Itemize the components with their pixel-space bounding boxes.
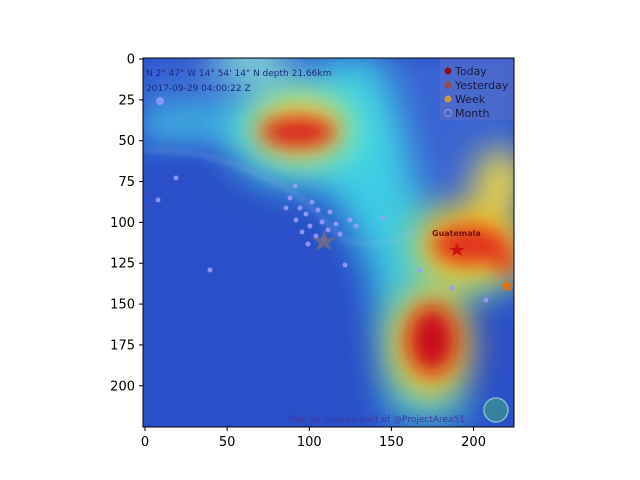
star-marker	[312, 230, 336, 251]
y-tick-label: 75	[118, 175, 135, 190]
x-tick-label: 150	[379, 435, 404, 450]
map-credit: Map by map.ku part of @ProjectArea51	[288, 415, 465, 425]
legend-month: Month	[455, 107, 490, 120]
legend-today: Today	[454, 65, 487, 78]
overlay-line-1: N 2° 47" W 14° 54' 14" N depth 21.66km	[146, 69, 331, 79]
y-tick-label: 25	[118, 93, 135, 108]
legend-swatch-week	[444, 95, 452, 103]
y-tick-label: 0	[127, 53, 135, 68]
y-tick-label: 200	[110, 379, 135, 394]
y-axis: 0 25 50 75 100 125 150 175 200	[110, 53, 143, 394]
map-marker-circle	[156, 97, 164, 105]
legend-yesterday: Yesterday	[454, 79, 509, 92]
overlay-line-2: 2017-09-29 04:00:22 Z	[146, 84, 251, 94]
logo-icon	[483, 397, 509, 423]
y-tick-label: 50	[118, 134, 135, 149]
heatmap-image: N 2° 47" W 14° 54' 14" N depth 21.66km 2…	[143, 58, 514, 427]
x-axis: 0 50 100 150 200	[141, 427, 486, 450]
earthquake-dots	[155, 175, 489, 303]
map-legend: Today Yesterday Week Month	[440, 58, 514, 120]
axes-frame	[142, 57, 515, 428]
y-tick-label: 100	[110, 216, 135, 231]
star-marker	[500, 279, 514, 292]
x-tick-label: 0	[141, 435, 149, 450]
place-label: Guatemala	[432, 229, 481, 238]
x-tick-label: 50	[219, 435, 236, 450]
y-tick-label: 175	[110, 338, 135, 353]
legend-swatch-yesterday	[444, 81, 452, 89]
y-tick-label: 150	[110, 298, 135, 313]
legend-week: Week	[455, 93, 486, 106]
legend-swatch-month	[443, 108, 453, 118]
x-tick-label: 100	[297, 435, 322, 450]
legend-swatch-today	[444, 67, 452, 75]
star-marker	[449, 243, 465, 256]
y-tick-label: 125	[110, 257, 135, 272]
x-tick-label: 200	[461, 435, 486, 450]
